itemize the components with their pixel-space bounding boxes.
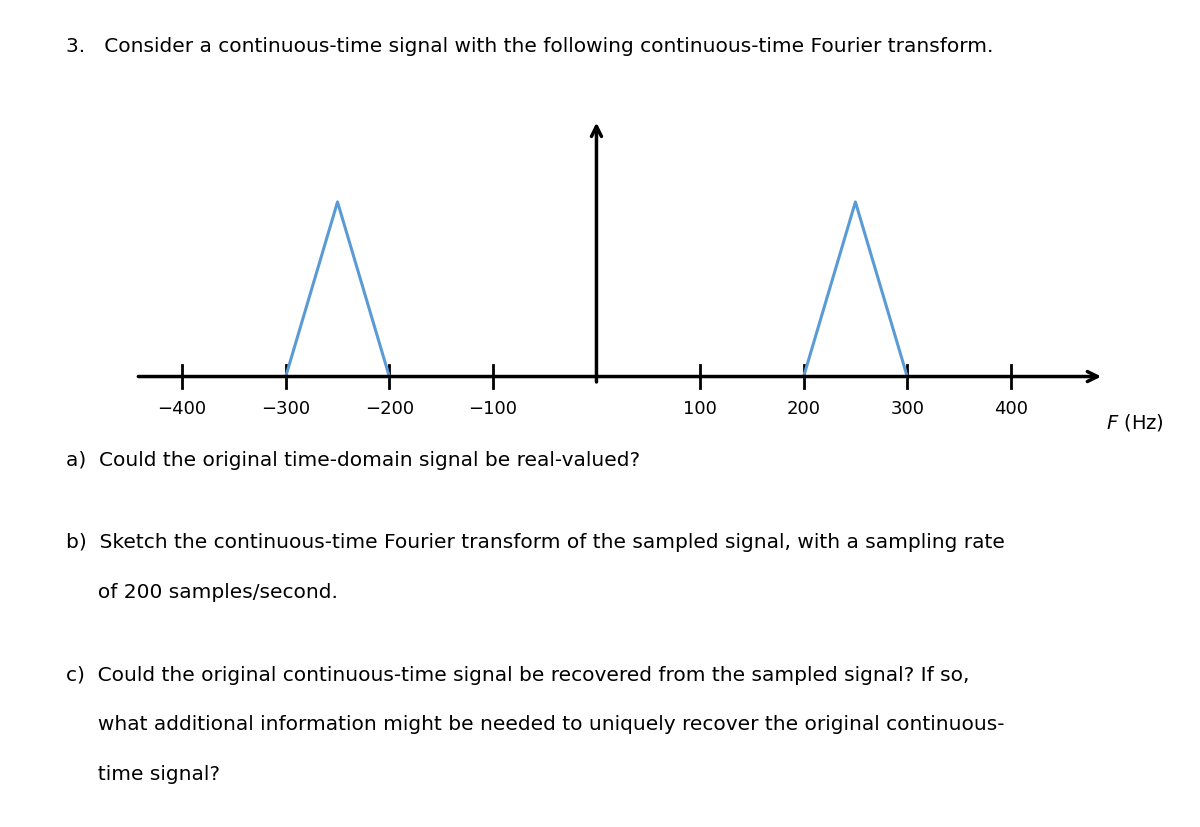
Text: of 200 samples/second.: of 200 samples/second.: [66, 583, 338, 602]
Text: 400: 400: [994, 400, 1027, 418]
Text: $\mathit{F}$ (Hz): $\mathit{F}$ (Hz): [1106, 413, 1164, 433]
Text: 100: 100: [683, 400, 716, 418]
Text: −100: −100: [468, 400, 517, 418]
Text: −400: −400: [157, 400, 206, 418]
Text: −300: −300: [262, 400, 311, 418]
Text: 3.   Consider a continuous-time signal with the following continuous-time Fourie: 3. Consider a continuous-time signal wit…: [66, 37, 994, 56]
Text: −200: −200: [365, 400, 414, 418]
Text: c)  Could the original continuous-time signal be recovered from the sampled sign: c) Could the original continuous-time si…: [66, 666, 970, 685]
Text: what additional information might be needed to uniquely recover the original con: what additional information might be nee…: [66, 715, 1004, 734]
Text: time signal?: time signal?: [66, 765, 220, 784]
Text: a)  Could the original time-domain signal be real-valued?: a) Could the original time-domain signal…: [66, 451, 640, 470]
Text: b)  Sketch the continuous-time Fourier transform of the sampled signal, with a s: b) Sketch the continuous-time Fourier tr…: [66, 533, 1004, 552]
Text: 300: 300: [890, 400, 924, 418]
Text: 200: 200: [787, 400, 821, 418]
